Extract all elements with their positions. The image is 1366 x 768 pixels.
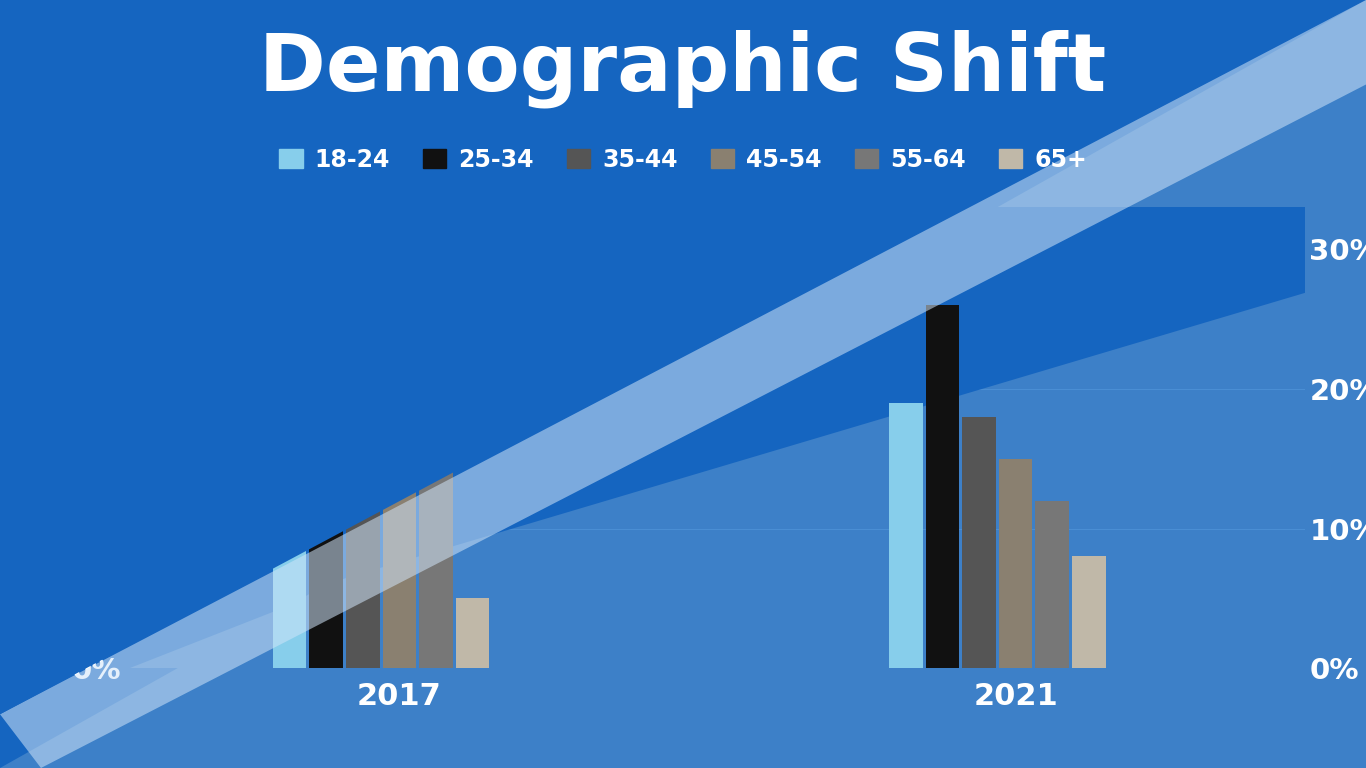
- Bar: [889, 403, 922, 668]
- Bar: [346, 347, 380, 668]
- Bar: [926, 305, 959, 668]
- Legend: 18-24, 25-34, 35-44, 45-54, 55-64, 65+: 18-24, 25-34, 35-44, 45-54, 55-64, 65+: [269, 138, 1097, 181]
- Bar: [1072, 557, 1105, 668]
- Text: Demographic Shift: Demographic Shift: [260, 30, 1106, 108]
- Bar: [419, 445, 452, 668]
- Bar: [962, 417, 996, 668]
- Bar: [1035, 501, 1070, 668]
- Bar: [456, 598, 489, 668]
- Bar: [309, 305, 343, 668]
- Polygon shape: [12, 207, 1366, 659]
- Bar: [382, 375, 417, 668]
- Bar: [999, 458, 1033, 668]
- Bar: [273, 528, 306, 668]
- Polygon shape: [12, 198, 1366, 677]
- Polygon shape: [12, 161, 1366, 677]
- Polygon shape: [130, 207, 1305, 668]
